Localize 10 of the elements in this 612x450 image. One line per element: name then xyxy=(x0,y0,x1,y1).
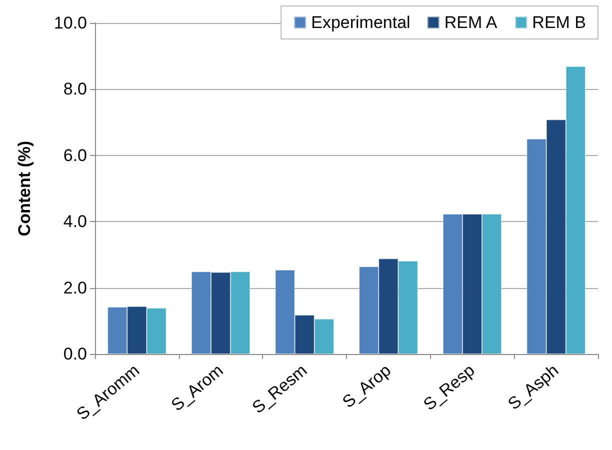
legend-label: REM A xyxy=(444,13,498,32)
legend-label: Experimental xyxy=(311,13,410,32)
legend-label: REM B xyxy=(532,13,586,32)
y-tick-label: 10.0 xyxy=(54,14,87,32)
y-axis-title: Content (%) xyxy=(15,140,34,236)
y-tick-label: 6.0 xyxy=(63,146,87,165)
y-tick-label: 4.0 xyxy=(63,212,87,232)
y-tick-label: 2.0 xyxy=(63,278,87,298)
y-tick-label: 0.0 xyxy=(63,344,87,364)
y-tick-label: 8.0 xyxy=(63,80,87,99)
